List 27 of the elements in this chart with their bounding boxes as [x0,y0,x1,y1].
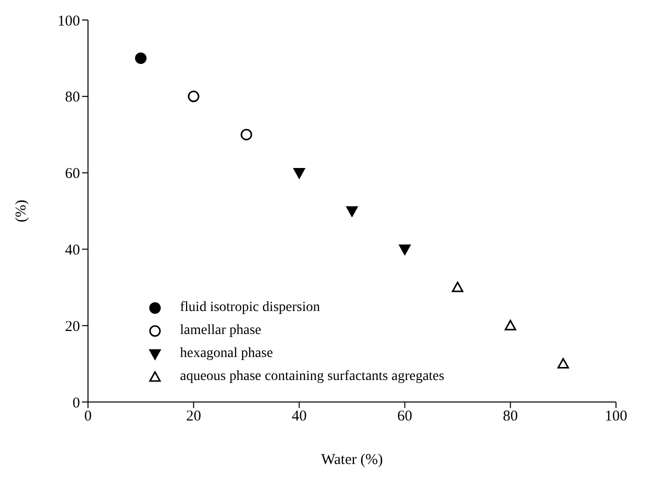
x-tick-label: 60 [397,408,412,425]
y-tick-label: 80 [65,90,80,106]
point [557,358,569,369]
point [346,206,358,217]
legend-label: lamellar phase [180,322,262,338]
x-tick-label: 100 [604,408,628,425]
point [452,282,464,292]
y-tick-label: 20 [65,318,80,335]
y-tick-label: 60 [65,166,80,182]
y-axis-title: (%) [13,200,30,222]
y-tick-label: 100 [58,13,80,30]
point [293,168,305,179]
legend-label: aqueous phase containing surfactants agregates [180,368,444,384]
x-tick-label: 20 [186,408,202,425]
point [135,52,147,64]
point [504,320,516,330]
x-axis-title: Water (%) [321,452,383,468]
legend-label: hexagonal phase [180,346,273,362]
x-tick-label: 0 [84,408,92,425]
point [399,244,411,255]
x-tick-label: 40 [292,408,307,425]
x-tick-label: 80 [502,408,518,425]
y-tick-label: 0 [72,395,80,412]
point [240,128,252,140]
point [188,90,200,102]
legend-label: fluid isotropic dispersion [180,300,320,316]
y-tick-label: 40 [65,242,80,259]
